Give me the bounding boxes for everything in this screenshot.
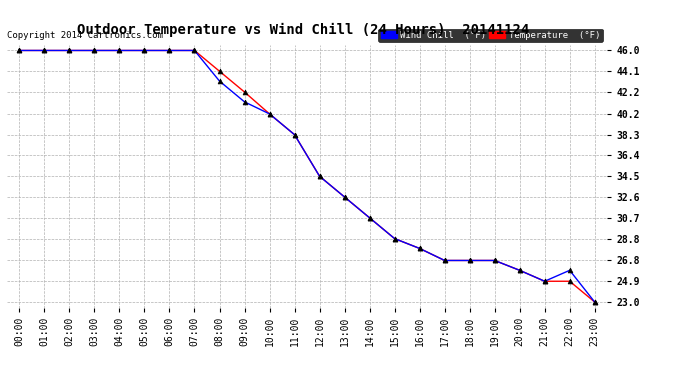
Text: Outdoor Temperature vs Wind Chill (24 Hours)  20141124: Outdoor Temperature vs Wind Chill (24 Ho…: [77, 22, 530, 37]
Legend: Wind Chill  (°F), Temperature  (°F): Wind Chill (°F), Temperature (°F): [378, 28, 602, 42]
Text: Copyright 2014 Cartronics.com: Copyright 2014 Cartronics.com: [7, 31, 163, 40]
